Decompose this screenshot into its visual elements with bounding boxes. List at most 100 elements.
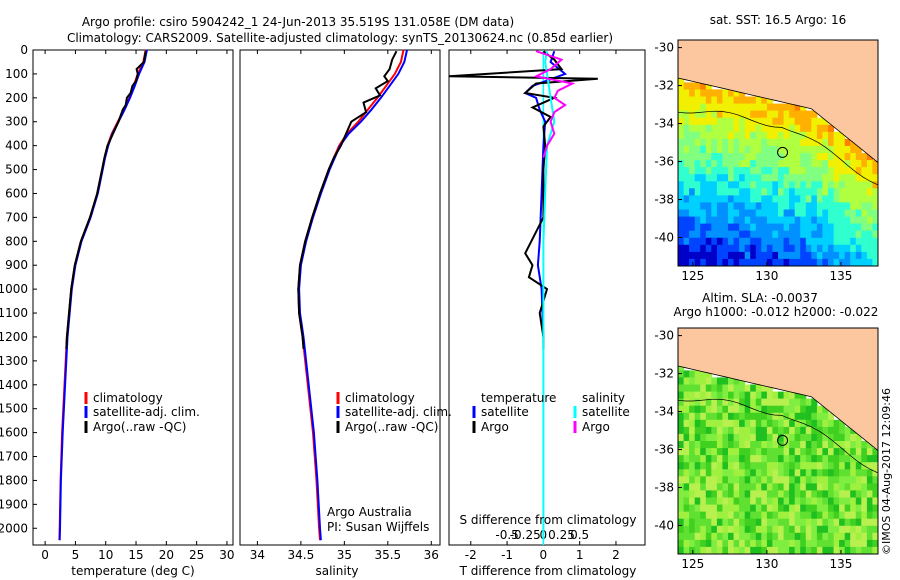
map-cell [866,195,873,203]
map-cell [739,167,746,175]
map-cell [761,412,768,421]
map-cell [733,497,740,506]
map-cell [761,131,768,140]
map-cell [705,82,712,90]
depth-tick-label: 1200 [0,330,28,344]
map-cell [855,188,862,196]
map-cell [700,188,707,196]
map-cell [728,167,735,175]
map-cell [766,174,773,182]
map-cell [872,546,879,555]
map-cell [833,433,840,442]
x-tick-label: 10 [98,548,113,562]
map-cell [839,237,846,246]
map-cell [689,405,696,414]
map-cell [728,174,735,182]
map-cell [705,174,712,182]
map-cell [789,244,796,253]
map-cell [705,448,712,456]
map-cell [733,504,740,513]
map-cell [700,230,707,239]
map-cell [844,546,851,555]
map-cell [705,181,712,189]
map-cell [755,237,762,246]
map-cell [733,405,740,414]
map-cell [750,153,757,161]
map-cell [844,160,851,168]
map-cell [772,448,779,456]
map-cell [783,160,790,168]
map-cell [683,532,690,541]
map-cell [872,511,879,520]
map-cell [678,103,685,112]
map-cell [739,96,746,105]
map-cell [844,237,851,246]
map-cell [750,145,757,154]
map-cell [744,251,751,260]
map-cell [766,419,773,428]
map-cell [705,237,712,246]
map-cell [778,546,785,555]
map-cell [822,433,829,442]
map-cell [866,511,873,520]
map-cell [678,244,685,253]
map-cell [766,441,773,449]
map-cell [705,490,712,498]
map-cell [789,532,796,541]
map-cell [789,405,796,414]
map-cell [722,244,729,253]
map-cell [716,384,723,393]
map-cell [778,209,785,218]
map-cell [839,209,846,218]
map-cell [833,174,840,182]
map-cell [772,405,779,414]
map-cell [678,160,685,168]
map-cell [833,525,840,534]
map-cell [739,251,746,260]
map-cell [872,167,879,175]
map-cell [789,202,796,210]
map-cell [805,398,812,407]
map-cell [872,230,879,239]
map-cell [866,518,873,527]
map-cell [850,230,857,239]
map-cell [683,377,690,385]
map-cell [833,539,840,548]
map-cell [694,412,701,421]
map-cell [683,419,690,428]
map-cell [855,153,862,161]
map-cell [750,398,757,407]
map-cell [733,230,740,239]
map-cell [722,476,729,484]
map-cell [833,160,840,168]
map-cell [772,518,779,527]
map-cell [822,483,829,491]
map-cell [744,230,751,239]
map-cell [694,490,701,498]
map-cell [778,244,785,253]
map-cell [800,441,807,449]
map-cell [872,525,879,534]
map-cell [733,455,740,463]
map-cell [861,539,868,548]
x-tick-label: -1 [501,548,513,562]
map-cell [800,469,807,477]
map-cell [822,441,829,449]
map-cell [750,426,757,435]
map-cell [850,469,857,477]
map-cell [778,117,785,126]
map-cell [805,138,812,147]
map-cell [794,181,801,189]
map-cell [755,497,762,506]
map-cell [739,103,746,112]
map-cell [805,511,812,520]
map-cell [733,412,740,421]
map-cell [828,441,835,449]
legend-label-s-argo: Argo [582,420,610,434]
map-cell [744,511,751,520]
map-cell [683,483,690,491]
map-cell [728,216,735,225]
map-cell [705,209,712,218]
map-cell [816,539,823,548]
map-cell [850,518,857,527]
